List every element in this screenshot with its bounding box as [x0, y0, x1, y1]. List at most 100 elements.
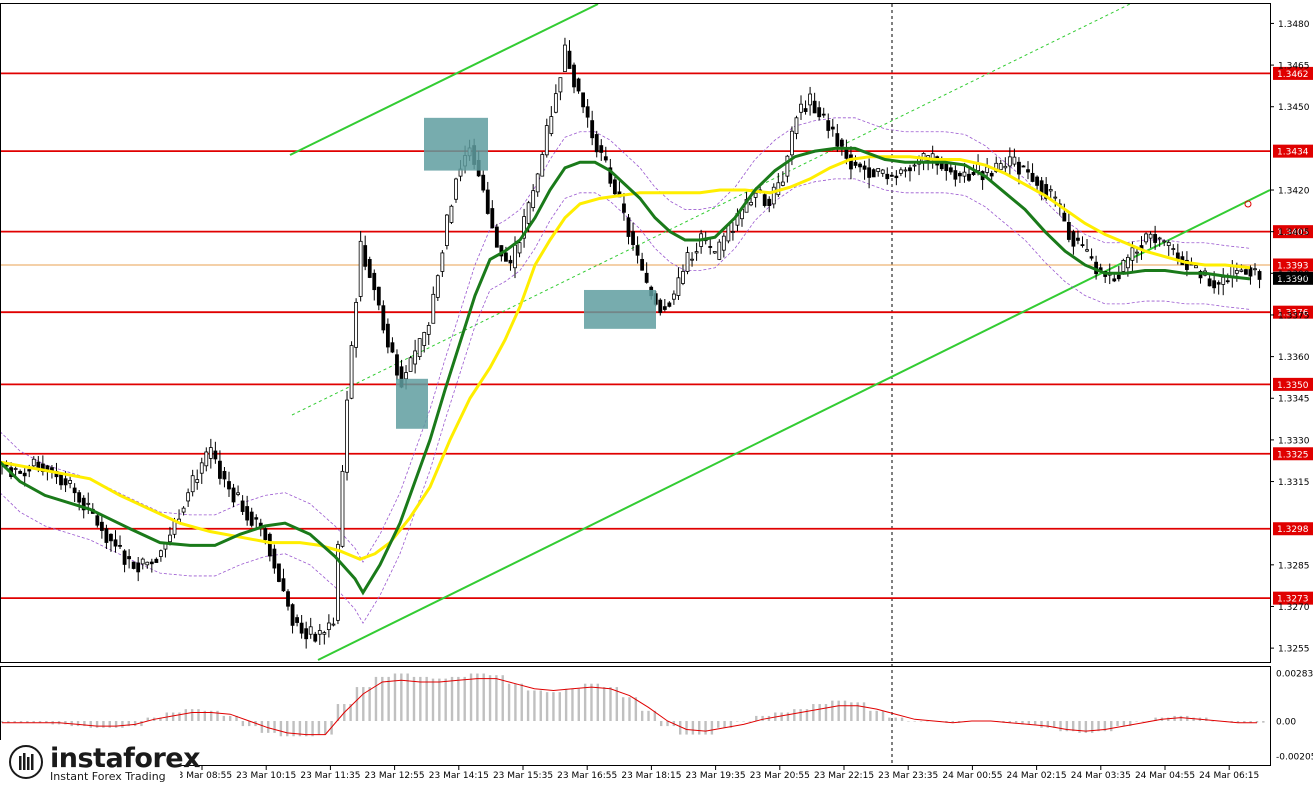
candle-body	[295, 617, 299, 623]
candle-body	[118, 544, 122, 547]
candle-body	[1144, 233, 1148, 243]
candle-body	[1175, 252, 1180, 260]
macd-bar	[1091, 721, 1094, 733]
candle-body	[681, 271, 685, 284]
macd-bar	[894, 717, 897, 721]
macd-bar	[457, 676, 460, 721]
time-tick-label: 24 Mar 03:35	[1071, 771, 1131, 781]
macd-bar	[1205, 717, 1208, 721]
candle-body	[958, 172, 962, 177]
macd-bar	[1249, 721, 1252, 723]
macd-bar	[812, 704, 815, 721]
candle-body	[1248, 267, 1253, 277]
candle-body	[354, 302, 359, 348]
candle-body	[331, 623, 336, 626]
macd-bar	[184, 709, 188, 721]
price-tick-label: 1.3255	[1278, 645, 1310, 655]
macd-bar	[717, 721, 720, 728]
candle-body	[558, 77, 563, 93]
candle-body	[95, 515, 100, 526]
candle-body	[113, 539, 118, 547]
price-tick-label: 1.3405	[1278, 228, 1310, 238]
candle-body	[267, 533, 272, 557]
candle-body	[1212, 280, 1217, 289]
macd-bar	[634, 697, 638, 721]
time-tick-label: 23 Mar 23:35	[878, 771, 938, 781]
macd-bar	[400, 673, 403, 721]
candle-body	[585, 106, 590, 118]
time-tick-label: 23 Mar 16:55	[557, 771, 617, 781]
candle-body	[1244, 269, 1248, 275]
macd-bar	[850, 702, 853, 721]
candle-body	[218, 460, 222, 479]
candle-body	[803, 108, 808, 112]
candle-body	[431, 293, 436, 324]
candle-body	[576, 78, 581, 92]
macd-bar	[1103, 721, 1107, 732]
candle-body	[685, 252, 690, 272]
candle-body	[676, 277, 681, 296]
macd-bar	[1192, 717, 1195, 721]
macd-bar	[583, 683, 587, 721]
macd-bar	[317, 721, 321, 735]
level-label-bg	[1273, 305, 1313, 319]
macd-bar	[1236, 721, 1240, 723]
candle-body	[413, 350, 418, 365]
macd-bar	[64, 721, 67, 725]
candle-body	[404, 372, 408, 380]
zone-box	[424, 117, 488, 171]
macd-bar	[0, 721, 4, 723]
macd-bar	[89, 721, 92, 728]
candle-body	[1007, 156, 1012, 167]
macd-bar	[222, 715, 226, 721]
macd-bar	[881, 710, 885, 721]
candle-body	[599, 145, 604, 153]
macd-bar	[818, 704, 821, 721]
macd-bar	[267, 721, 270, 733]
candle-body	[712, 251, 717, 254]
candle-body	[140, 558, 145, 565]
macd-bar	[1052, 721, 1056, 728]
time-tick-label: 23 Mar 22:15	[814, 771, 874, 781]
macd-bar	[273, 721, 276, 733]
macd-bar	[837, 700, 840, 721]
candle-body	[1153, 234, 1158, 243]
macd-bar	[209, 710, 213, 721]
candle-body	[290, 604, 295, 626]
candle-body	[971, 172, 976, 176]
macd-bar	[805, 709, 809, 721]
candle-body	[490, 208, 495, 229]
candle-body	[136, 562, 141, 573]
candle-body	[998, 163, 1003, 171]
candle-body	[395, 354, 399, 376]
candle-body	[1157, 237, 1162, 240]
macd-bar	[514, 683, 517, 721]
macd-bar	[355, 687, 359, 721]
macd-bar	[596, 683, 600, 721]
macd-bar	[1059, 721, 1062, 732]
macd-frame	[0, 666, 1271, 766]
candle-body	[381, 305, 386, 331]
candle-body	[304, 628, 309, 640]
candle-body	[1112, 278, 1117, 282]
macd-bar	[919, 721, 923, 722]
candle-body	[1121, 260, 1126, 272]
macd-bar	[558, 692, 561, 721]
candle-body	[349, 345, 354, 399]
candle-body	[408, 357, 413, 372]
candle-body	[513, 244, 517, 269]
sma-fast-line	[0, 146, 1251, 596]
macd-axis-label: 0.00283	[1276, 670, 1313, 680]
candle-body	[308, 626, 313, 635]
candle-body	[535, 173, 540, 193]
candle-body	[835, 133, 840, 147]
macd-bar	[793, 709, 796, 721]
candle-body	[531, 190, 536, 209]
candle-body	[1207, 278, 1212, 287]
candle-body	[195, 479, 200, 483]
macd-bar	[1135, 721, 1138, 722]
candle-body	[1234, 270, 1239, 274]
macd-bar	[247, 721, 251, 727]
macd-axis-label: -0.00205	[1276, 752, 1313, 762]
candle-body	[517, 242, 522, 254]
